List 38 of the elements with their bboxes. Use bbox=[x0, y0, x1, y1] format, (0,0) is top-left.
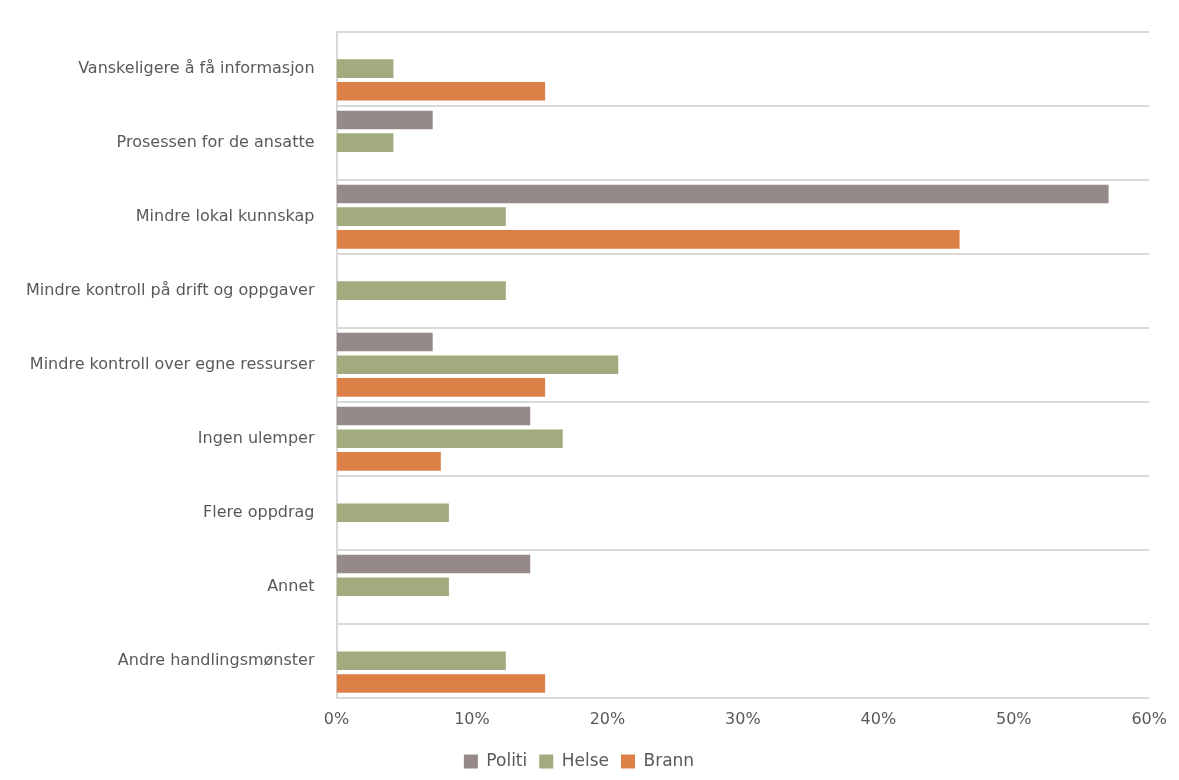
bar bbox=[336, 281, 506, 300]
bar bbox=[336, 554, 531, 574]
y-tick-label: Mindre kontroll på drift og oppgaver bbox=[26, 279, 315, 299]
y-tick-label: Vanskeligere å få informasjon bbox=[78, 57, 315, 77]
bar bbox=[336, 59, 394, 78]
bar bbox=[336, 577, 449, 597]
bar bbox=[336, 207, 506, 226]
x-tick-label: 40% bbox=[860, 708, 897, 728]
bar bbox=[336, 406, 531, 426]
y-tick-label: Andre handlingsmønster bbox=[117, 649, 315, 669]
legend-label: Helse bbox=[561, 749, 610, 770]
bar bbox=[336, 452, 441, 471]
bar bbox=[336, 133, 394, 152]
legend-label: Politi bbox=[486, 749, 528, 770]
bar bbox=[336, 503, 449, 523]
bar bbox=[336, 332, 433, 352]
bar bbox=[336, 429, 563, 449]
y-tick-label: Mindre kontroll over egne ressurser bbox=[29, 353, 315, 373]
bar bbox=[336, 378, 546, 397]
y-tick-label: Prosessen for de ansatte bbox=[116, 131, 315, 151]
y-tick-label: Annet bbox=[267, 575, 315, 595]
x-tick-label: 20% bbox=[589, 708, 626, 728]
y-tick-label: Flere oppdrag bbox=[203, 501, 315, 521]
bar bbox=[336, 184, 1109, 204]
legend-label: Brann bbox=[643, 749, 695, 770]
x-tick-label: 30% bbox=[725, 708, 761, 728]
bar bbox=[336, 110, 433, 130]
x-tick-label: 60% bbox=[1131, 708, 1167, 728]
bar bbox=[336, 651, 506, 671]
bar bbox=[336, 230, 960, 249]
x-tick-label: 50% bbox=[995, 708, 1032, 728]
x-tick-label: 10% bbox=[454, 708, 490, 728]
bar bbox=[336, 355, 619, 375]
bar bbox=[336, 674, 546, 693]
x-tick-label: 0% bbox=[323, 708, 350, 728]
y-tick-label: Ingen ulemper bbox=[197, 427, 315, 447]
bar bbox=[336, 82, 546, 101]
y-tick-label: Mindre lokal kunnskap bbox=[135, 205, 315, 225]
